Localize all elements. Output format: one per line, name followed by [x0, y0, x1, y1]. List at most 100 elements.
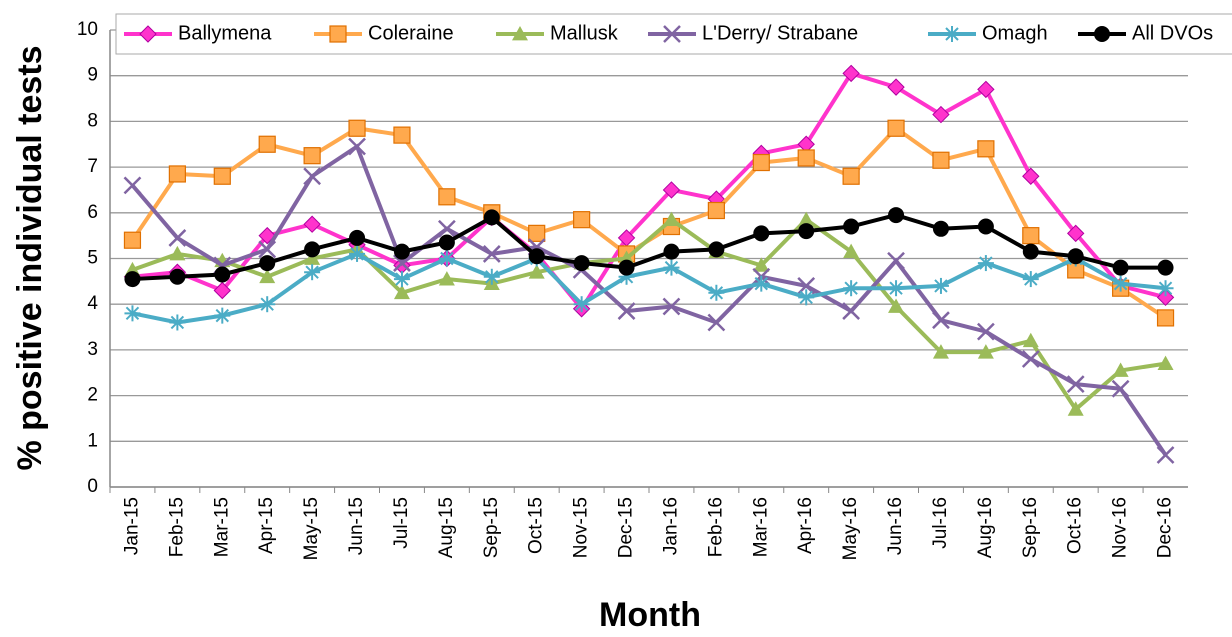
marker-part: [887, 119, 905, 137]
marker: [887, 78, 905, 96]
marker-part: [303, 147, 321, 165]
marker: [528, 224, 546, 242]
marker: [1111, 379, 1130, 398]
x-tick-label: Jul-15: [391, 497, 412, 549]
series-line: [132, 71, 1167, 313]
marker-part: [617, 302, 636, 320]
marker: [213, 167, 231, 185]
marker: [1112, 259, 1129, 276]
marker: [1112, 275, 1129, 292]
marker-part: [842, 64, 860, 83]
series-line: [131, 217, 1166, 413]
marker: [752, 153, 770, 172]
marker-part: [842, 302, 861, 320]
marker-part: [888, 207, 905, 224]
marker: [663, 243, 680, 260]
marker: [259, 296, 276, 313]
marker: [168, 229, 187, 247]
marker-part: [977, 80, 995, 99]
marker-part: [260, 297, 274, 311]
marker-part: [573, 255, 590, 272]
marker-part: [709, 286, 724, 300]
marker: [977, 80, 995, 99]
marker: [393, 254, 411, 272]
marker-part: [123, 176, 142, 195]
marker-part: [945, 27, 959, 41]
marker: [707, 201, 725, 220]
marker-part: [1157, 355, 1174, 371]
y-tick-label: 5: [87, 248, 98, 269]
marker-part: [843, 243, 860, 259]
marker-part: [798, 223, 815, 240]
marker-part: [1111, 379, 1130, 398]
marker-part: [1112, 259, 1129, 276]
marker: [259, 268, 276, 284]
marker-part: [798, 211, 815, 227]
legend-label: Mallusk: [550, 22, 619, 44]
marker-part: [842, 167, 860, 185]
marker-part: [304, 250, 321, 265]
marker-part: [169, 268, 186, 285]
marker: [944, 26, 960, 42]
marker: [618, 259, 635, 276]
marker-part: [663, 25, 681, 43]
marker: [437, 219, 456, 238]
marker-part: [708, 241, 725, 258]
marker: [842, 302, 861, 320]
y-tick-label: 7: [87, 156, 98, 177]
marker: [1157, 280, 1174, 297]
marker: [169, 245, 186, 261]
marker-part: [303, 167, 322, 186]
marker-part: [528, 264, 545, 279]
marker: [393, 271, 410, 288]
marker: [1112, 362, 1129, 377]
marker-part: [1022, 243, 1039, 260]
marker-part: [528, 224, 546, 242]
marker: [888, 280, 905, 297]
marker: [1067, 224, 1085, 243]
marker-part: [932, 220, 949, 237]
marker-part: [348, 119, 366, 137]
marker-part: [1067, 248, 1084, 265]
marker: [1022, 332, 1039, 348]
marker-part: [139, 25, 157, 43]
marker: [843, 280, 860, 297]
marker: [842, 64, 860, 83]
marker-part: [752, 153, 770, 172]
x-tick-label: Sep-16: [1020, 497, 1041, 558]
marker: [662, 181, 681, 199]
marker: [976, 322, 995, 341]
marker: [123, 231, 142, 249]
marker-part: [213, 167, 231, 185]
marker: [214, 266, 231, 283]
x-tick-label: Aug-16: [975, 497, 996, 558]
x-tick-label: Jan-15: [121, 497, 142, 555]
marker-part: [976, 322, 995, 341]
x-tick-label: Feb-15: [166, 497, 187, 557]
marker-part: [1021, 350, 1040, 368]
legend-label: All DVOs: [1132, 22, 1213, 44]
x-tick-label: Nov-16: [1110, 497, 1131, 558]
marker: [124, 305, 141, 322]
marker: [1156, 309, 1175, 327]
x-tick-label: Mar-15: [211, 497, 232, 557]
marker: [843, 243, 860, 259]
marker-part: [395, 272, 409, 286]
marker-part: [1156, 446, 1175, 464]
marker: [258, 240, 277, 259]
x-tick-label: Jan-16: [660, 497, 681, 555]
marker-part: [573, 211, 591, 229]
marker-part: [932, 151, 950, 169]
legend-label: Omagh: [982, 22, 1048, 44]
marker: [1022, 243, 1039, 260]
marker-part: [932, 311, 950, 330]
marker: [887, 119, 905, 137]
marker-part: [215, 308, 229, 323]
series-line: [132, 251, 1166, 325]
marker: [932, 105, 950, 124]
x-tick-label: Dec-16: [1155, 497, 1176, 558]
marker: [843, 218, 860, 235]
marker-part: [125, 306, 140, 321]
marker-part: [844, 281, 858, 295]
